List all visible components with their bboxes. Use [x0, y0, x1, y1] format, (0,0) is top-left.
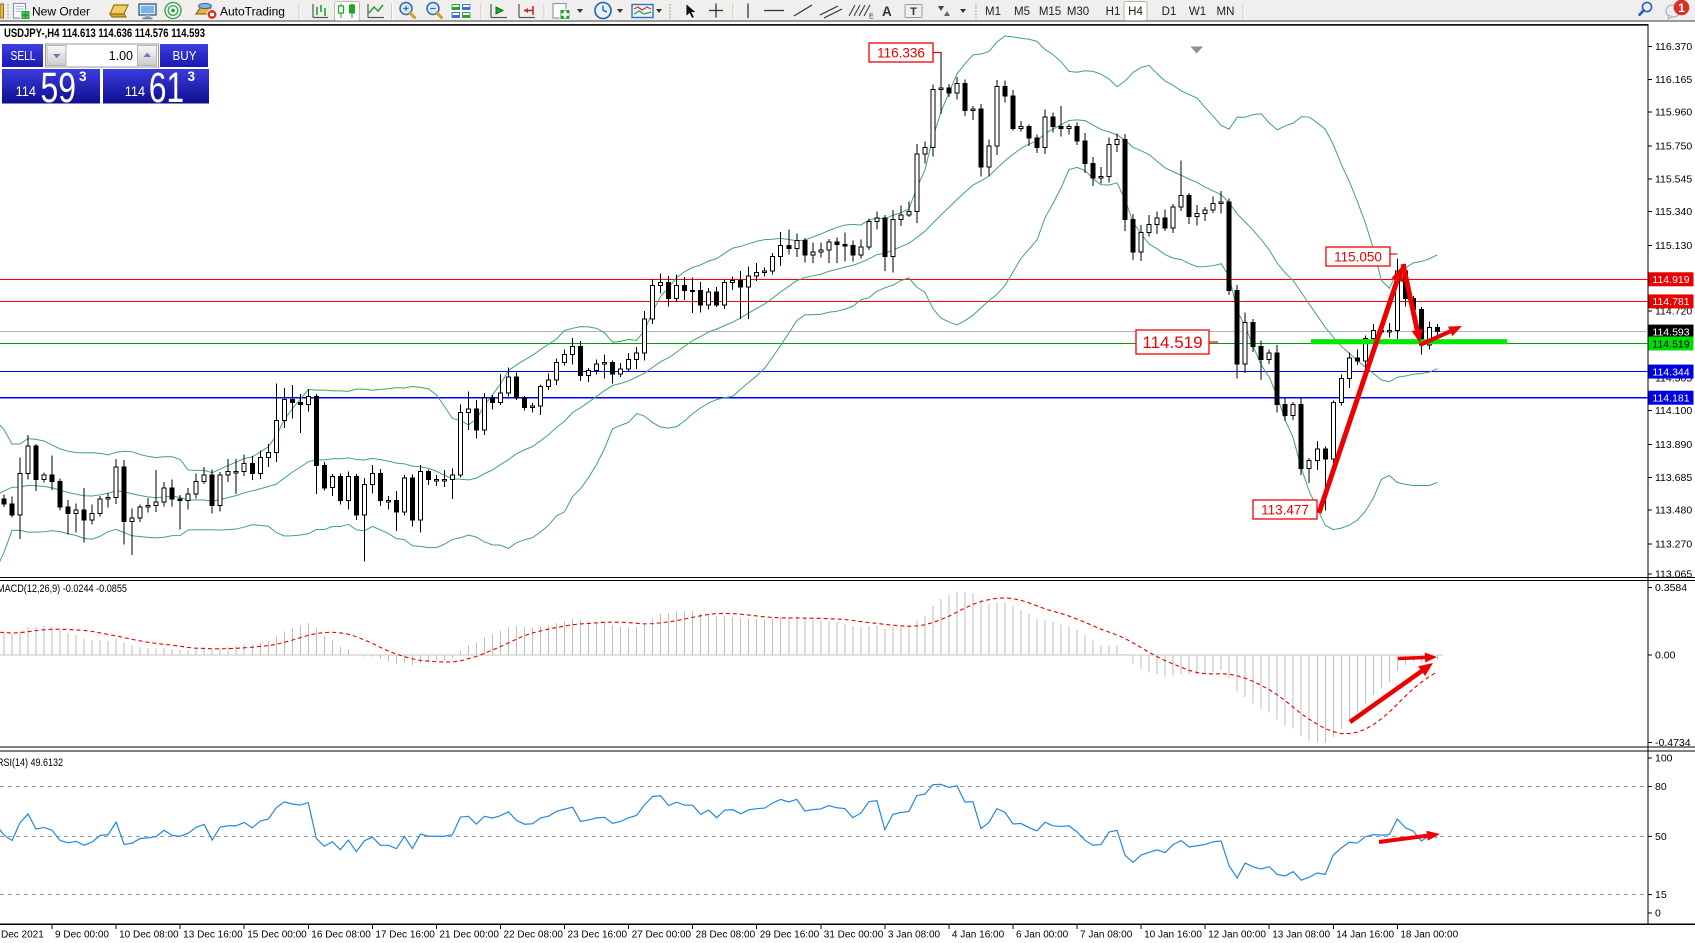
svg-text:13 Dec 16:00: 13 Dec 16:00 — [183, 930, 243, 941]
svg-text:H4: H4 — [1128, 6, 1143, 18]
svg-text:113.480: 113.480 — [1655, 505, 1692, 517]
svg-text:1: 1 — [1678, 1, 1685, 15]
svg-text:0.00: 0.00 — [1655, 650, 1676, 662]
svg-text:3 Jan 08:00: 3 Jan 08:00 — [888, 930, 941, 941]
svg-text:E: E — [869, 14, 874, 21]
svg-text:15 Dec 00:00: 15 Dec 00:00 — [247, 930, 307, 941]
svg-text:114.100: 114.100 — [1655, 405, 1692, 417]
svg-text:10 Jan 16:00: 10 Jan 16:00 — [1144, 930, 1202, 941]
svg-text:113.685: 113.685 — [1655, 472, 1692, 484]
svg-text:29 Dec 16:00: 29 Dec 16:00 — [760, 930, 820, 941]
svg-text:12 Jan 00:00: 12 Jan 00:00 — [1208, 930, 1266, 941]
svg-text:116.336: 116.336 — [877, 45, 925, 60]
svg-text:115.545: 115.545 — [1655, 173, 1692, 185]
svg-text:T: T — [910, 6, 917, 18]
svg-text:6 Jan 00:00: 6 Jan 00:00 — [1016, 930, 1069, 941]
svg-text:10 Dec 08:00: 10 Dec 08:00 — [119, 930, 179, 941]
svg-text:16 Dec 08:00: 16 Dec 08:00 — [311, 930, 371, 941]
svg-text:116.370: 116.370 — [1655, 41, 1692, 53]
svg-text:27 Dec 00:00: 27 Dec 00:00 — [632, 930, 692, 941]
svg-text:18 Jan 00:00: 18 Jan 00:00 — [1400, 930, 1458, 941]
svg-text:RSI(14) 49.6132: RSI(14) 49.6132 — [0, 757, 63, 769]
svg-text:61: 61 — [149, 64, 185, 112]
svg-text:0: 0 — [1655, 908, 1661, 920]
svg-text:1.00: 1.00 — [109, 49, 133, 63]
svg-text:50: 50 — [1655, 831, 1667, 843]
svg-text:113.065: 113.065 — [1655, 569, 1692, 581]
svg-text:115.750: 115.750 — [1655, 140, 1692, 152]
svg-text:D1: D1 — [1162, 6, 1177, 18]
svg-text:MN: MN — [1217, 6, 1235, 18]
svg-text:115.960: 115.960 — [1655, 107, 1692, 119]
svg-text:113.270: 113.270 — [1655, 538, 1692, 550]
svg-text:23 Dec 16:00: 23 Dec 16:00 — [568, 930, 628, 941]
svg-text:H1: H1 — [1106, 6, 1121, 18]
svg-text:114.720: 114.720 — [1655, 306, 1692, 318]
svg-text:115.340: 115.340 — [1655, 206, 1692, 218]
svg-text:13 Jan 08:00: 13 Jan 08:00 — [1272, 930, 1330, 941]
svg-text:M30: M30 — [1067, 6, 1089, 18]
svg-text:MACD(12,26,9) -0.0244 -0.0855: MACD(12,26,9) -0.0244 -0.0855 — [0, 583, 127, 595]
svg-text:W1: W1 — [1189, 6, 1206, 18]
svg-text:+: + — [403, 3, 409, 15]
svg-text:114.344: 114.344 — [1652, 366, 1689, 378]
svg-text:80: 80 — [1655, 781, 1667, 793]
svg-text:115.050: 115.050 — [1334, 249, 1382, 264]
svg-text:59: 59 — [41, 64, 77, 112]
svg-text:−: − — [430, 3, 436, 15]
svg-text:9 Dec 00:00: 9 Dec 00:00 — [55, 930, 109, 941]
svg-text:114: 114 — [16, 84, 37, 99]
svg-text:114.919: 114.919 — [1652, 274, 1689, 286]
svg-text:17 Dec 16:00: 17 Dec 16:00 — [375, 930, 435, 941]
svg-text:14 Jan 16:00: 14 Jan 16:00 — [1336, 930, 1394, 941]
svg-text:AutoTrading: AutoTrading — [220, 5, 285, 19]
svg-text:4 Jan 16:00: 4 Jan 16:00 — [952, 930, 1005, 941]
svg-text:M1: M1 — [985, 6, 1001, 18]
svg-text:31 Dec 00:00: 31 Dec 00:00 — [824, 930, 884, 941]
svg-text:116.165: 116.165 — [1655, 74, 1692, 86]
svg-text:7 Jan 08:00: 7 Jan 08:00 — [1080, 930, 1133, 941]
svg-text:A: A — [882, 4, 892, 19]
svg-text:113.890: 113.890 — [1655, 439, 1692, 451]
svg-text:USDJPY-,H4 114.613 114.636 11: USDJPY-,H4 114.613 114.636 114.576 114.5… — [4, 28, 205, 40]
svg-text:114.519: 114.519 — [1652, 338, 1689, 350]
svg-text:BUY: BUY — [173, 48, 197, 63]
svg-text:Dec 2021: Dec 2021 — [1, 930, 44, 941]
svg-text:28 Dec 08:00: 28 Dec 08:00 — [696, 930, 756, 941]
svg-text:114.181: 114.181 — [1652, 393, 1689, 405]
svg-text:15: 15 — [1655, 889, 1667, 901]
svg-text:114.781: 114.781 — [1652, 296, 1689, 308]
svg-text:22 Dec 08:00: 22 Dec 08:00 — [503, 930, 563, 941]
svg-text:21 Dec 00:00: 21 Dec 00:00 — [439, 930, 499, 941]
svg-text:M5: M5 — [1014, 6, 1030, 18]
svg-text:114: 114 — [125, 84, 146, 99]
svg-text:114.593: 114.593 — [1652, 326, 1689, 338]
svg-text:-0.4734: -0.4734 — [1655, 737, 1691, 749]
svg-text:M15: M15 — [1039, 6, 1061, 18]
svg-text:3: 3 — [188, 69, 196, 84]
svg-text:113.477: 113.477 — [1261, 502, 1309, 517]
svg-text:100: 100 — [1655, 753, 1673, 765]
svg-text:0.3584: 0.3584 — [1655, 582, 1687, 594]
svg-text:115.130: 115.130 — [1655, 240, 1692, 252]
svg-text:New Order: New Order — [32, 5, 90, 19]
svg-text:SELL: SELL — [11, 48, 36, 63]
svg-text:114.519: 114.519 — [1142, 333, 1202, 352]
svg-text:3: 3 — [79, 69, 87, 84]
